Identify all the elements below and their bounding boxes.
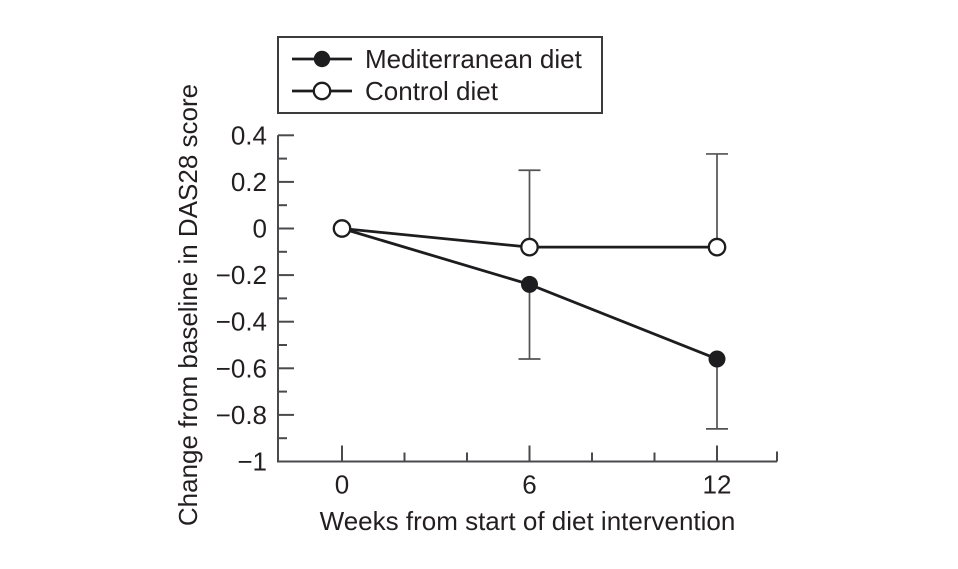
legend-label: Control diet	[365, 76, 499, 106]
legend-box	[277, 36, 603, 114]
x-axis-tick-label: 12	[703, 470, 732, 500]
y-axis-tick-label: 0.2	[231, 167, 267, 197]
marker-open-circle	[332, 219, 352, 238]
legend-open-circle-icon	[312, 81, 332, 101]
y-axis-tick-label: 0.4	[231, 120, 267, 150]
y-axis-title: Change from baseline in DAS28 score	[173, 84, 203, 526]
y-axis-tick-label: −0.4	[216, 307, 267, 337]
y-axis-tick-label: −0.6	[216, 353, 267, 383]
x-axis-tick-label: 0	[335, 470, 349, 500]
y-axis-tick-label: −1	[237, 447, 267, 477]
y-axis-tick-label: −0.8	[216, 400, 267, 430]
y-axis-tick-label: −0.2	[216, 260, 267, 290]
y-axis-tick-label: 0	[253, 214, 267, 244]
marker-open-circle	[520, 237, 539, 257]
marker-open-circle	[707, 237, 727, 257]
x-axis-title: Weeks from start of diet intervention	[320, 506, 736, 536]
legend-filled-circle-icon	[313, 50, 331, 68]
marker-filled-circle	[708, 350, 726, 368]
legend-item-open-circle: Control diet	[292, 76, 499, 106]
x-axis-tick-label: 6	[522, 470, 536, 500]
marker-filled-circle	[521, 275, 538, 293]
legend-label: Mediterranean diet	[365, 44, 583, 74]
legend-item-filled-circle: Mediterranean diet	[292, 44, 583, 74]
